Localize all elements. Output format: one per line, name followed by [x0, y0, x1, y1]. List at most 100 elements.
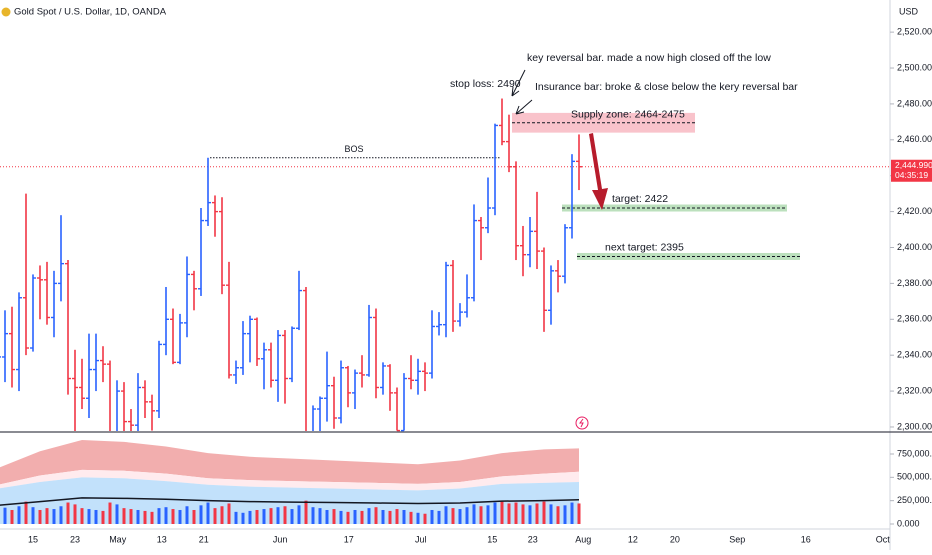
supply-label: Supply zone: 2464-2475: [571, 109, 685, 121]
volume-bar: [416, 512, 420, 524]
volume-bar: [388, 510, 392, 524]
x-tick-label: Jun: [273, 534, 288, 544]
volume-bar: [276, 507, 280, 524]
v-tick-label: 750,000.000: [897, 448, 932, 458]
band-upper: [0, 439, 579, 485]
x-tick-label: 16: [801, 534, 811, 544]
x-tick-label: 21: [199, 534, 209, 544]
volume-bar: [563, 505, 567, 524]
volume-bar: [101, 510, 105, 524]
volume-bar: [3, 507, 7, 524]
volume-bar: [423, 513, 427, 524]
x-tick-label: Aug: [575, 534, 591, 544]
v-tick-label: 250,000.000: [897, 495, 932, 505]
y-tick-label: 2,360.000: [897, 314, 932, 324]
y-tick-label: 2,400.000: [897, 242, 932, 252]
volume-bar: [332, 509, 336, 524]
volume-bar: [185, 506, 189, 524]
currency: USD: [899, 6, 919, 16]
symbol-icon: [1, 7, 11, 17]
x-tick-label: 20: [670, 534, 680, 544]
volume-bar: [213, 508, 217, 524]
lightning-glyph: [579, 418, 584, 428]
volume-bar: [493, 502, 497, 524]
y-tick-label: 2,460.000: [897, 134, 932, 144]
volume-bar: [318, 508, 322, 524]
volume-bar: [24, 501, 28, 524]
volume-bar: [367, 508, 371, 524]
volume-bar: [45, 508, 49, 524]
volume-bar: [577, 503, 581, 524]
volume-bar: [269, 508, 273, 524]
volume-bar: [192, 509, 196, 524]
volume-bar: [87, 509, 91, 524]
v-tick-label: 500,000.000: [897, 472, 932, 482]
arrow-key: [511, 69, 526, 97]
volume-bar: [556, 506, 560, 524]
next-target-label: next target: 2395: [605, 241, 684, 253]
volume-ma: [0, 497, 580, 506]
volume-bar: [409, 511, 413, 524]
volume-bar: [521, 504, 525, 524]
bos-label: BOS: [344, 144, 363, 154]
volume-bar: [255, 509, 259, 524]
volume-bar: [94, 509, 98, 524]
insurance-label: Insurance bar: broke & close below the k…: [535, 81, 798, 93]
volume-bar: [290, 509, 294, 524]
volume-bar: [430, 509, 434, 524]
key-label: key reversal bar. made a now high closed…: [527, 52, 771, 64]
volume-bar: [10, 509, 14, 524]
volume-bar: [542, 501, 546, 524]
volume-bar: [535, 503, 539, 524]
volume-bar: [360, 510, 364, 524]
volume-bar: [31, 507, 35, 524]
y-tick-label: 2,300.000: [897, 421, 932, 431]
volume-bar: [17, 506, 21, 524]
x-tick-label: 15: [487, 534, 497, 544]
volume-bar: [143, 510, 147, 524]
volume-bar: [262, 509, 266, 524]
volume-bar: [437, 510, 441, 524]
x-tick-label: 23: [528, 534, 538, 544]
volume-bar: [381, 509, 385, 524]
volume-bar: [549, 504, 553, 524]
volume-bar: [122, 508, 126, 524]
volume-bar: [346, 511, 350, 524]
x-tick-label: Oct: [876, 534, 891, 544]
volume-bar: [297, 505, 301, 524]
y-tick-label: 2,500.000: [897, 62, 932, 72]
v-tick-label: 0.000: [897, 518, 920, 528]
stop-label: stop loss: 2490: [450, 78, 521, 90]
volume-bar: [38, 509, 42, 524]
volume-bar: [248, 510, 252, 524]
volume-bar: [234, 511, 238, 524]
x-tick-label: May: [109, 534, 127, 544]
volume-bar: [283, 506, 287, 524]
volume-bar: [206, 502, 210, 524]
volume-bar: [304, 500, 308, 524]
volume-bar: [241, 512, 245, 524]
volume-bar: [220, 506, 224, 524]
volume-bar: [528, 505, 532, 524]
y-tick-label: 2,520.000: [897, 27, 932, 37]
volume-bar: [150, 511, 154, 524]
volume-bar: [52, 509, 56, 524]
band-mid: [0, 469, 579, 491]
volume-bar: [486, 505, 490, 524]
x-tick-label: 12: [628, 534, 638, 544]
lightning-icon[interactable]: [575, 416, 589, 430]
volume-bar: [178, 509, 182, 524]
y-tick-label: 2,480.000: [897, 98, 932, 108]
volume-bar: [199, 505, 203, 524]
volume-bar: [402, 509, 406, 524]
down-arrow: [589, 133, 608, 210]
volume-bar: [458, 509, 462, 524]
volume-bar: [115, 504, 119, 524]
last-price-box: [891, 159, 932, 182]
volume-bar: [129, 509, 133, 524]
volume-bar: [171, 509, 175, 524]
volume-bar: [164, 507, 168, 524]
x-tick-label: 15: [28, 534, 38, 544]
volume-bar: [479, 506, 483, 524]
